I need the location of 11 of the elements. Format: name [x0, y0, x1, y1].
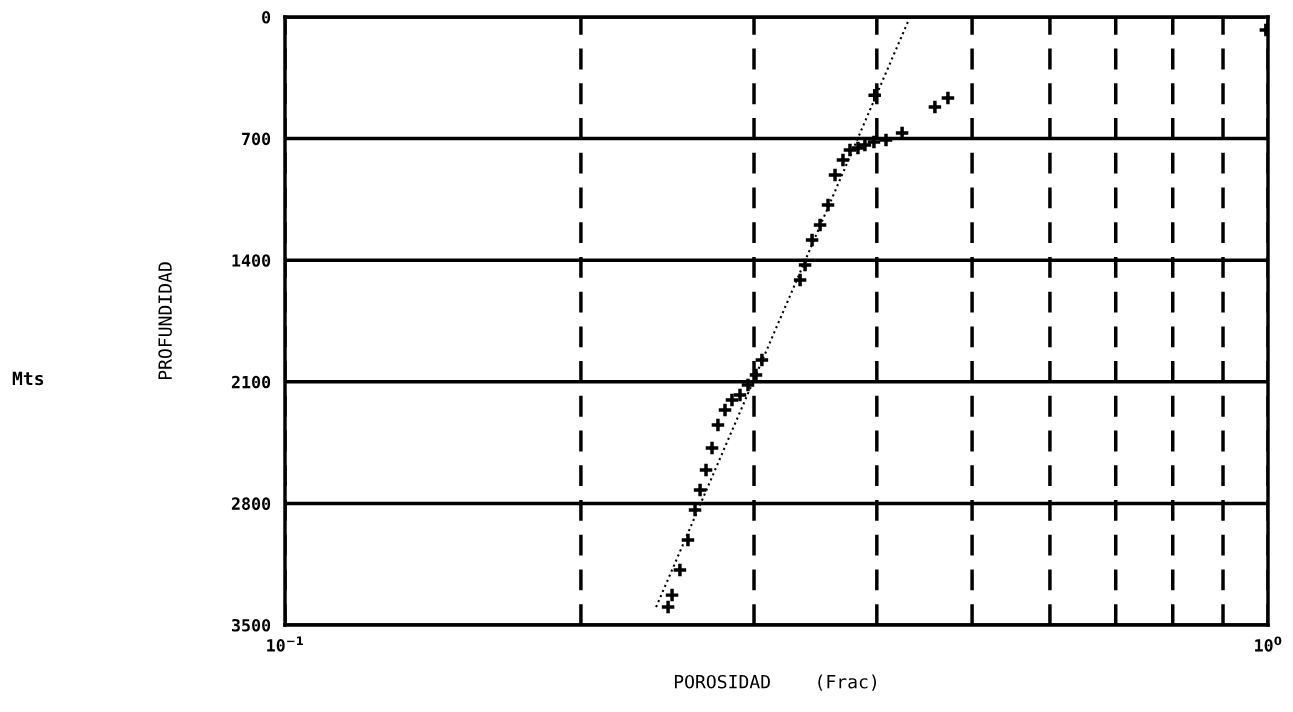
y-tick-label: 3500: [231, 618, 271, 632]
y-tick-label: 0: [262, 10, 271, 24]
x-tick-label: 10$^{0}$: [1255, 636, 1282, 652]
y-axis-title: PROFUNDIDAD: [158, 262, 172, 380]
y-tick-label: 2800: [231, 497, 271, 510]
text: Mts: [12, 371, 44, 386]
y-tick-label: 700: [242, 132, 271, 146]
x-tick-label: 10$^{−1}$: [267, 636, 303, 652]
y-tick-label: 2100: [231, 375, 271, 389]
y-tick-label: 1400: [232, 254, 271, 267]
x-axis-title: POROSIDAD (Frac): [674, 674, 877, 691]
